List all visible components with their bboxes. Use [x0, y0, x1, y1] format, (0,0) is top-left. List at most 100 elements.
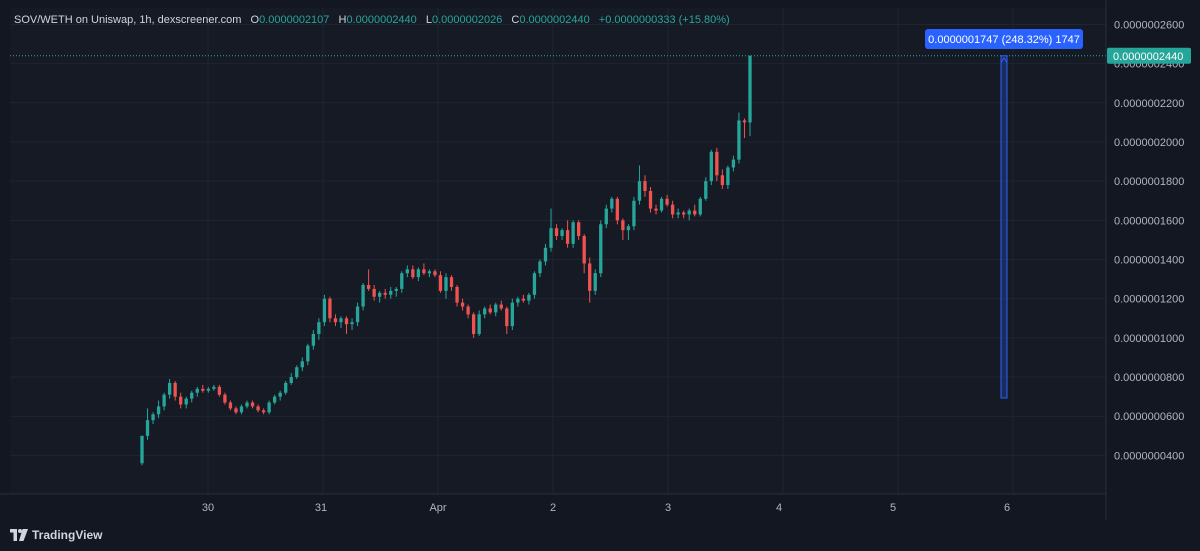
- candle: [250, 400, 255, 409]
- candle: [682, 210, 686, 219]
- candle-body: [361, 284, 365, 307]
- candle: [659, 196, 664, 213]
- candle-body: [179, 396, 183, 405]
- candle: [416, 267, 421, 282]
- candle: [687, 208, 691, 221]
- legend-high-label: H: [338, 14, 347, 26]
- candle-body: [709, 151, 713, 182]
- x-tick-label: 4: [776, 502, 782, 514]
- candle-body: [195, 388, 199, 393]
- candle: [471, 312, 476, 338]
- candle: [488, 304, 492, 315]
- measure-label: 0.0000001747 (248.32%) 1747: [925, 29, 1083, 49]
- candle-body: [355, 306, 360, 323]
- candle-body: [632, 200, 636, 227]
- candle-body: [737, 120, 741, 160]
- legend-close-label: C: [511, 14, 520, 26]
- last-price-tag-bg: [1107, 47, 1191, 64]
- candle-body: [626, 226, 631, 231]
- candle-body: [422, 269, 426, 274]
- candle: [383, 288, 387, 299]
- footer: TradingView: [0, 520, 1200, 551]
- candle-body: [145, 420, 150, 436]
- candle: [477, 310, 481, 336]
- candle-body: [267, 402, 271, 413]
- candle: [621, 218, 625, 240]
- brand-name: TradingView: [32, 528, 103, 542]
- candle: [632, 196, 636, 231]
- candle-body: [378, 292, 382, 297]
- candle-body: [223, 394, 227, 403]
- candle-body: [543, 247, 548, 262]
- candle-body: [549, 228, 553, 248]
- candle: [654, 204, 658, 215]
- candle-body: [687, 210, 691, 215]
- candle: [173, 380, 177, 401]
- candle-body: [654, 208, 658, 211]
- measure-range[interactable]: [1000, 55, 1008, 399]
- candle: [151, 412, 155, 425]
- candle: [670, 200, 675, 219]
- candle: [521, 294, 526, 303]
- x-tick-label: 6: [1004, 502, 1010, 514]
- y-tick-label: 0.0000000800: [1114, 372, 1184, 384]
- candle-body: [173, 382, 177, 397]
- candle-body: [328, 298, 332, 319]
- candle: [223, 392, 227, 405]
- tradingview-logo[interactable]: TradingView: [10, 528, 102, 542]
- candles: [140, 55, 752, 466]
- legend-open-label: O: [250, 14, 260, 26]
- candle-body: [228, 402, 233, 409]
- candle-body: [140, 435, 144, 464]
- last-price-tag-text: 0.0000002440: [1113, 51, 1183, 63]
- candle-body: [184, 398, 188, 405]
- candle: [195, 386, 199, 397]
- candle: [167, 379, 172, 399]
- candle: [571, 220, 575, 248]
- y-tick-label: 0.0000001200: [1114, 294, 1184, 306]
- candle: [350, 318, 354, 331]
- candle-body: [510, 302, 514, 327]
- candle: [245, 400, 249, 409]
- candle-body: [433, 271, 437, 276]
- candle-body: [350, 322, 354, 325]
- candle: [306, 343, 310, 366]
- candle: [256, 404, 260, 413]
- candle: [455, 284, 459, 307]
- candle: [422, 263, 426, 276]
- x-tick-label: 2: [550, 502, 556, 514]
- candle: [676, 208, 680, 219]
- candle-body: [438, 275, 443, 291]
- tradingview-icon: [10, 529, 28, 541]
- candle-body: [720, 175, 725, 186]
- candle-body: [339, 318, 343, 323]
- candle-body: [234, 408, 238, 413]
- candle-body: [499, 304, 503, 309]
- y-tick-label: 0.0000001000: [1114, 333, 1184, 345]
- candle-body: [516, 298, 520, 303]
- candle-body: [206, 388, 210, 391]
- candle: [449, 275, 454, 291]
- legend-open-value: 0.0000002107: [259, 14, 330, 26]
- candle-body: [300, 361, 304, 368]
- candle: [311, 330, 316, 350]
- candle-body: [333, 318, 338, 323]
- candle-body: [250, 402, 255, 407]
- candle-body: [527, 294, 531, 301]
- candle: [179, 392, 183, 409]
- candle-body: [715, 151, 719, 176]
- candle: [582, 234, 586, 274]
- candle-body: [389, 290, 393, 295]
- candle: [460, 298, 465, 311]
- candle: [433, 269, 437, 278]
- candle-body: [483, 308, 487, 315]
- candle: [643, 175, 647, 197]
- candle: [405, 265, 409, 278]
- candle: [665, 194, 669, 207]
- candle-body: [217, 386, 222, 395]
- legend-high-value: 0.0000002440: [346, 14, 417, 26]
- candle: [212, 384, 216, 391]
- candle: [438, 271, 443, 293]
